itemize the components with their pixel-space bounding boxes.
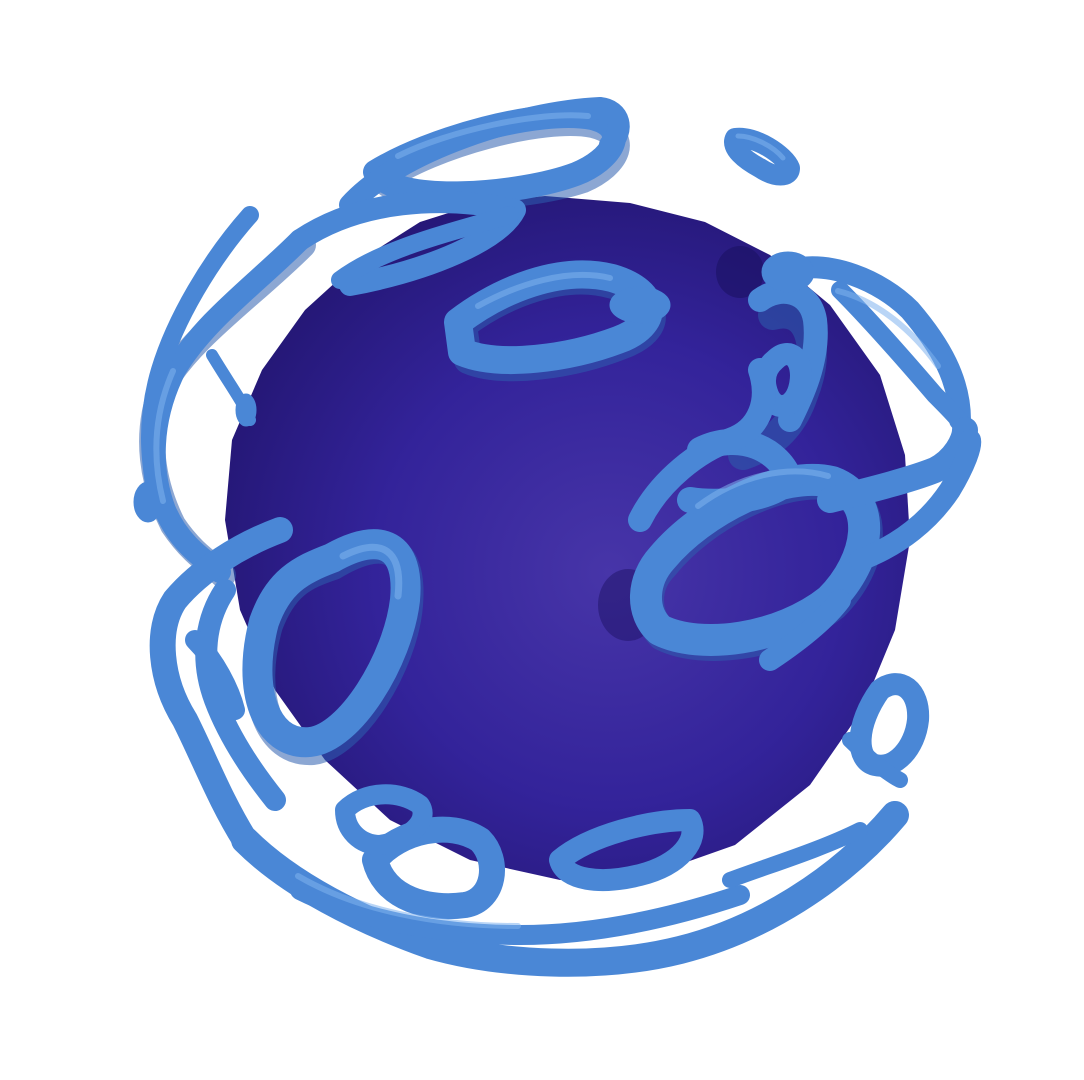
blob-bottom-loop <box>549 809 704 891</box>
blob-left-strand-outer <box>141 206 259 499</box>
blob-right-mesh-lower <box>759 589 851 671</box>
blob-bottom-loop <box>335 784 433 855</box>
blob-sphere-patch-top-fill <box>609 286 671 324</box>
blob-bottom-thread <box>722 822 868 888</box>
blob-right-upper-band <box>831 281 971 434</box>
blob-right-lower-thread <box>842 732 908 788</box>
blob-right-node <box>761 251 815 293</box>
blob-left-lower-cluster <box>185 630 245 720</box>
blob-left-lower-cluster <box>149 517 293 853</box>
blob-right-upper-band <box>779 256 971 431</box>
blob-bottom-band <box>290 880 750 945</box>
blob-band-link <box>331 206 519 289</box>
blob-right-lower-loop <box>849 673 930 777</box>
blob-right-mesh <box>628 358 776 532</box>
sphere-dimple <box>716 246 764 298</box>
blob-left-droplet <box>235 393 257 427</box>
blob-left-lower-cluster <box>195 579 286 811</box>
blob-surface <box>133 97 982 977</box>
blob-right-mesh-arm <box>849 429 982 571</box>
blob-left-loop <box>242 529 421 758</box>
